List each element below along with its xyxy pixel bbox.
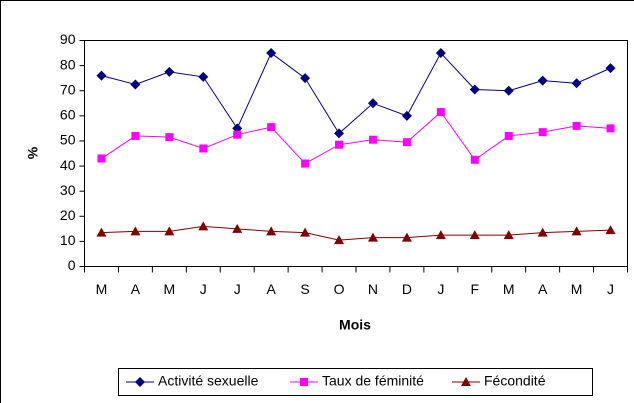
x-tick-label: N [368, 281, 378, 297]
data-point [300, 73, 311, 84]
y-axis-label: % [25, 146, 41, 159]
x-tick-label: F [471, 281, 480, 297]
data-point [334, 235, 345, 245]
data-point [503, 85, 514, 96]
x-tick-label: M [164, 281, 176, 297]
x-tick-label: M [96, 281, 108, 297]
data-point [606, 124, 615, 133]
legend-label: Fécondité [484, 373, 546, 389]
data-point [96, 227, 107, 237]
data-point [435, 48, 446, 59]
legend-label: Activité sexuelle [158, 373, 259, 389]
x-tick-label: M [503, 281, 515, 297]
legend-marker [135, 377, 145, 387]
legend-marker [300, 378, 308, 386]
data-point [368, 135, 377, 144]
x-tick-label: A [131, 281, 141, 297]
x-tick-label: D [402, 281, 412, 297]
x-tick-label: J [437, 281, 444, 297]
y-tick-label: 70 [60, 81, 76, 97]
data-point [367, 98, 378, 109]
data-point [401, 232, 412, 242]
legend-label: Taux de féminité [322, 373, 424, 389]
data-point [538, 128, 547, 137]
data-point [164, 226, 175, 236]
x-tick-label: J [607, 281, 614, 297]
data-point [199, 144, 208, 153]
data-point [131, 131, 140, 140]
data-point [301, 159, 310, 168]
data-point [232, 223, 243, 233]
data-point [97, 154, 106, 163]
x-tick-label: A [538, 281, 548, 297]
y-tick-label: 80 [60, 56, 76, 72]
data-point [571, 226, 582, 236]
data-point [367, 232, 378, 242]
series-line [101, 111, 611, 165]
data-point [96, 70, 107, 81]
legend [118, 368, 593, 396]
data-point [470, 155, 479, 164]
data-point [198, 221, 209, 231]
data-point [504, 131, 513, 140]
data-point [266, 48, 277, 59]
data-point [605, 63, 616, 74]
data-point [436, 108, 445, 117]
x-tick-label: J [234, 281, 241, 297]
data-point [266, 226, 277, 236]
series-line [101, 225, 611, 241]
x-tick-label: O [334, 281, 345, 297]
y-tick-label: 10 [60, 232, 76, 248]
y-tick-label: 50 [60, 132, 76, 148]
data-point [503, 230, 514, 240]
y-tick-label: 0 [68, 257, 76, 273]
data-point [537, 227, 548, 237]
data-point [572, 121, 581, 130]
y-tick-label: 60 [60, 107, 76, 123]
data-point [130, 79, 141, 90]
legend-marker [461, 377, 471, 386]
data-point [469, 84, 480, 95]
data-point [165, 133, 174, 142]
data-point [164, 66, 175, 77]
x-tick-label: S [300, 281, 309, 297]
y-tick-label: 20 [60, 207, 76, 223]
data-point [537, 75, 548, 86]
data-point [267, 123, 276, 132]
x-tick-label: A [266, 281, 276, 297]
x-tick-label: J [200, 281, 207, 297]
x-tick-label: M [571, 281, 583, 297]
y-tick-label: 90 [60, 31, 76, 47]
y-tick-label: 40 [60, 157, 76, 173]
data-point [335, 140, 344, 149]
data-point [469, 230, 480, 240]
data-point [605, 225, 616, 235]
series-line [101, 52, 611, 135]
data-point [300, 227, 311, 237]
data-point [571, 78, 582, 89]
data-point [334, 128, 345, 139]
data-point [233, 130, 242, 139]
y-tick-label: 30 [60, 182, 76, 198]
data-point [402, 138, 411, 147]
x-axis-label: Mois [339, 317, 371, 333]
data-point [198, 71, 209, 82]
data-point [401, 110, 412, 121]
data-point [435, 230, 446, 240]
data-point [130, 226, 141, 236]
